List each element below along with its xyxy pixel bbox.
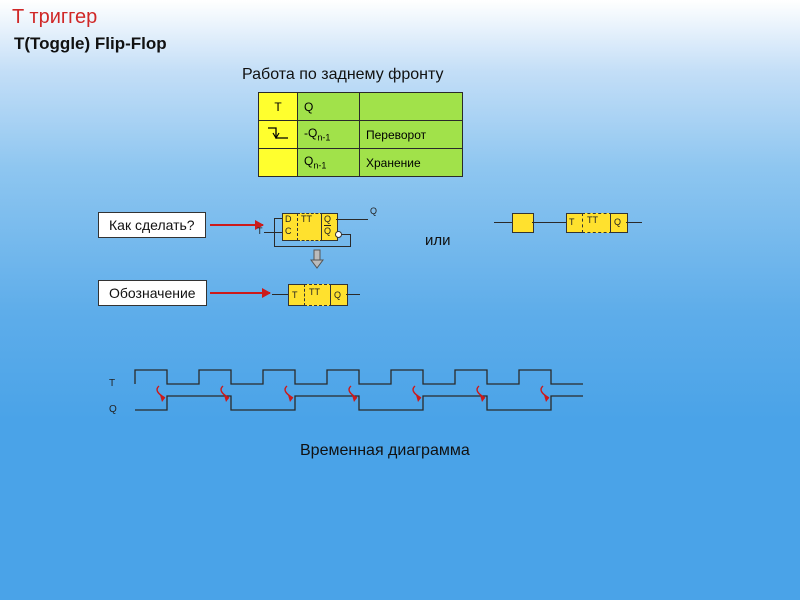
- pin-t: T: [257, 226, 263, 236]
- timing-diagram: TQ: [105, 360, 665, 430]
- lbl-tt: TT: [301, 214, 312, 224]
- cell-desc-1: Хранение: [360, 149, 463, 177]
- page-subtitle: T(Toggle) Flip-Flop: [14, 34, 167, 54]
- out-q: Q: [370, 206, 377, 216]
- schematic-alt: T TT Q: [500, 206, 650, 240]
- cell-q-0: -Qn-1: [298, 121, 360, 149]
- th-blank: [360, 93, 463, 121]
- simple-pin-t: T: [292, 290, 298, 300]
- edge-none: [259, 149, 298, 177]
- th-t: T: [259, 93, 298, 121]
- edge-falling-icon: [259, 121, 298, 149]
- designation-label: Обозначение: [98, 280, 207, 306]
- down-arrow-icon: [309, 248, 325, 268]
- truth-table: T Q -Qn-1 Переворот Qn-1 Хранение: [258, 92, 463, 177]
- svg-text:Q: Q: [109, 404, 117, 415]
- how-label: Как сделать?: [98, 212, 206, 238]
- alt-lbl-tt: TT: [587, 215, 598, 225]
- lbl-q1: Q: [324, 214, 331, 224]
- timing-caption: Временная диаграмма: [300, 442, 470, 460]
- lbl-c: C: [285, 226, 292, 236]
- th-q: Q: [298, 93, 360, 121]
- simple-lbl-tt: TT: [309, 287, 320, 297]
- lbl-q2: Q: [324, 226, 331, 236]
- cell-q-1: Qn-1: [298, 149, 360, 177]
- alt-pin-q: Q: [614, 217, 621, 227]
- arrow-how: [210, 224, 263, 226]
- lbl-d: D: [285, 214, 292, 224]
- alt-pin-t: T: [569, 217, 575, 227]
- alt-left-block: [512, 213, 534, 233]
- cell-desc-0: Переворот: [360, 121, 463, 149]
- page-title: T триггер: [12, 6, 97, 29]
- schematic-simple: T TT Q: [280, 280, 380, 310]
- or-label: или: [425, 232, 451, 249]
- schematic-dtt: T D C TT Q Q Q: [268, 204, 418, 248]
- arrow-designation: [210, 292, 270, 294]
- work-mode-label: Работа по заднему фронту: [242, 66, 443, 84]
- svg-text:T: T: [109, 378, 115, 389]
- simple-pin-q: Q: [334, 290, 341, 300]
